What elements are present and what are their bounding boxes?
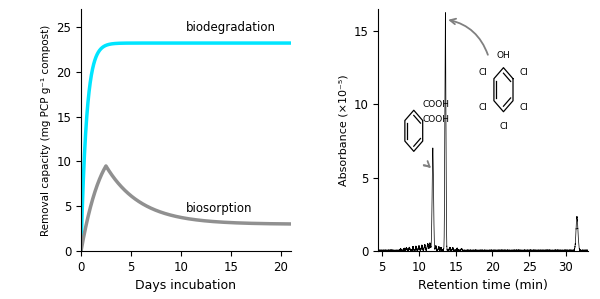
Text: OH: OH <box>497 51 511 60</box>
Text: Cl: Cl <box>520 103 529 112</box>
X-axis label: Days incubation: Days incubation <box>135 280 236 292</box>
Text: Cl: Cl <box>520 68 529 77</box>
X-axis label: Retention time (min): Retention time (min) <box>418 280 548 292</box>
Text: Cl: Cl <box>499 122 508 131</box>
Text: COOH: COOH <box>422 115 449 123</box>
Text: Cl: Cl <box>478 68 487 77</box>
Y-axis label: Removal capacity (mg PCP g⁻¹ compost): Removal capacity (mg PCP g⁻¹ compost) <box>41 25 51 236</box>
Y-axis label: Absorbance (×10⁻⁵): Absorbance (×10⁻⁵) <box>338 74 349 186</box>
Text: COOH: COOH <box>422 100 449 109</box>
Text: Cl: Cl <box>478 103 487 112</box>
Text: biosorption: biosorption <box>186 202 252 215</box>
Text: biodegradation: biodegradation <box>186 21 276 34</box>
